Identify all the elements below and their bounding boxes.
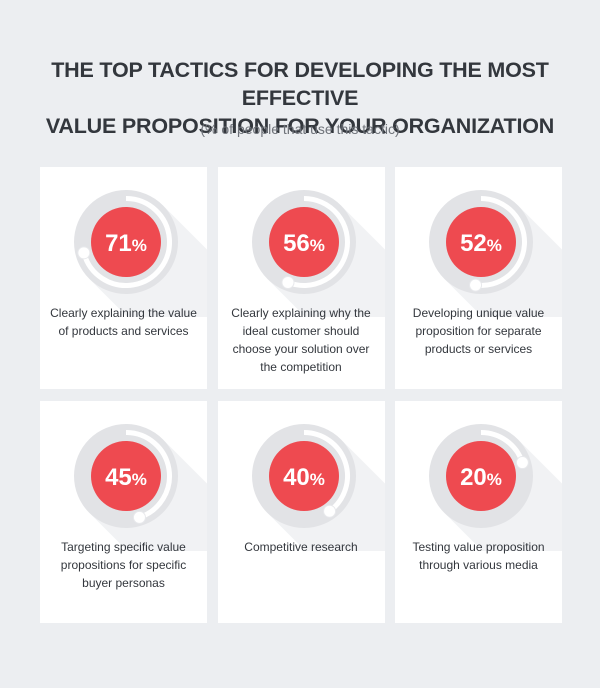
tactic-label: Clearly explaining why the ideal custome… — [231, 306, 371, 374]
percentage-label: 20% — [460, 464, 502, 491]
gauge-marker — [77, 246, 91, 260]
gauge-marker — [469, 278, 483, 292]
gauge-disc — [268, 207, 339, 277]
percentage-label: 71% — [105, 230, 147, 257]
title-line-1: THE TOP TACTICS FOR DEVELOPING THE MOST … — [51, 58, 549, 110]
tactic-card: 20% Testing value proposition through var… — [395, 401, 562, 623]
gauge-chart: 40% — [251, 424, 385, 551]
gauge-disc — [91, 207, 161, 277]
tactic-card: 52% Developing unique value proposition f… — [395, 167, 562, 389]
percentage-label: 52% — [460, 230, 502, 257]
subtitle: (% of people that use this tactic) — [200, 121, 400, 137]
gauge-arc — [81, 196, 172, 288]
gauge-chart: 52% — [429, 190, 562, 317]
gauge-marker — [515, 456, 529, 470]
tactic-card: 40% Competitive research — [217, 401, 385, 623]
gauge-arc — [286, 196, 350, 288]
tactic-label: Competitive research — [244, 540, 358, 554]
gauge-chart: 20% — [429, 424, 562, 551]
tactic-label: Clearly explaining the value of products… — [50, 306, 197, 338]
percentage-label: 56% — [283, 230, 325, 257]
tactic-label: Developing unique value proposition for … — [412, 306, 545, 356]
gauge-arc — [475, 196, 527, 288]
gauge-disc — [446, 207, 516, 277]
gauge-disc — [268, 441, 339, 511]
tactics-grid: 71% Clearly explaining the value of produ… — [40, 167, 562, 623]
gauge-chart: 45% — [74, 424, 207, 551]
gauge-marker — [280, 275, 294, 289]
page-title: THE TOP TACTICS FOR DEVELOPING THE MOST … — [0, 56, 600, 140]
tactic-card: 71% Clearly explaining the value of produ… — [40, 167, 207, 389]
gauge-disc — [91, 441, 161, 511]
gauge-arc — [303, 430, 350, 514]
gauge-chart: 71% — [74, 190, 207, 317]
gauge-arc — [125, 430, 172, 520]
gauge-marker — [322, 504, 336, 518]
tactic-label: Targeting specific value propositions fo… — [60, 540, 187, 590]
tactic-card: 56% Clearly explaining why the ideal cust… — [217, 167, 385, 389]
tactic-card: 45% Targeting specific value propositions… — [40, 401, 207, 623]
tactic-label: Testing value proposition through variou… — [412, 540, 545, 572]
gauge-chart: 56% — [251, 190, 385, 317]
title-line-2: VALUE PROPOSITION FOR YOUR ORGANIZATION — [45, 114, 555, 138]
percentage-label: 40% — [283, 464, 325, 491]
percentage-label: 45% — [105, 464, 147, 491]
gauge-disc — [446, 441, 516, 511]
gauge-marker — [132, 510, 146, 524]
